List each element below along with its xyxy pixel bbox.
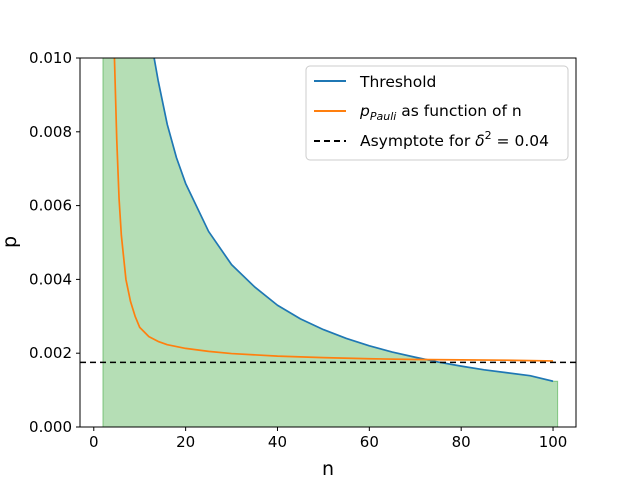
legend-label-threshold: Threshold <box>359 73 436 91</box>
legend: Threshold pPauli as function of n Asympt… <box>305 65 569 161</box>
x-tick-label: 20 <box>176 433 195 451</box>
plot-frame <box>79 57 577 428</box>
x-axis-label: n <box>322 458 334 480</box>
series-lines <box>80 58 576 383</box>
legend-box <box>305 65 569 161</box>
axes: 0 20 40 60 80 100 0.000 0.002 0.004 0.006 0.008 0.0… <box>29 49 577 451</box>
y-axis-label: p <box>0 236 21 248</box>
y-tick-label: 0.006 <box>29 197 72 215</box>
threshold-line <box>153 58 554 383</box>
x-tick-label: 60 <box>360 433 379 451</box>
y-tick-label: 0.010 <box>29 49 72 67</box>
x-tick-label: 0 <box>89 433 99 451</box>
x-tick-label: 100 <box>539 433 568 451</box>
y-tick-label: 0.004 <box>29 270 72 288</box>
legend-label-pauli: pPauli as function of n <box>359 102 522 123</box>
y-tick-label: 0.008 <box>29 123 72 141</box>
x-tick-label: 40 <box>268 433 287 451</box>
x-tick-label: 80 <box>452 433 471 451</box>
legend-label-asymptote: Asymptote for δ2 = 0.04 <box>360 129 549 150</box>
y-tick-label: 0.000 <box>29 418 72 436</box>
pauli-line <box>113 58 554 362</box>
y-tick-label: 0.002 <box>29 344 72 362</box>
